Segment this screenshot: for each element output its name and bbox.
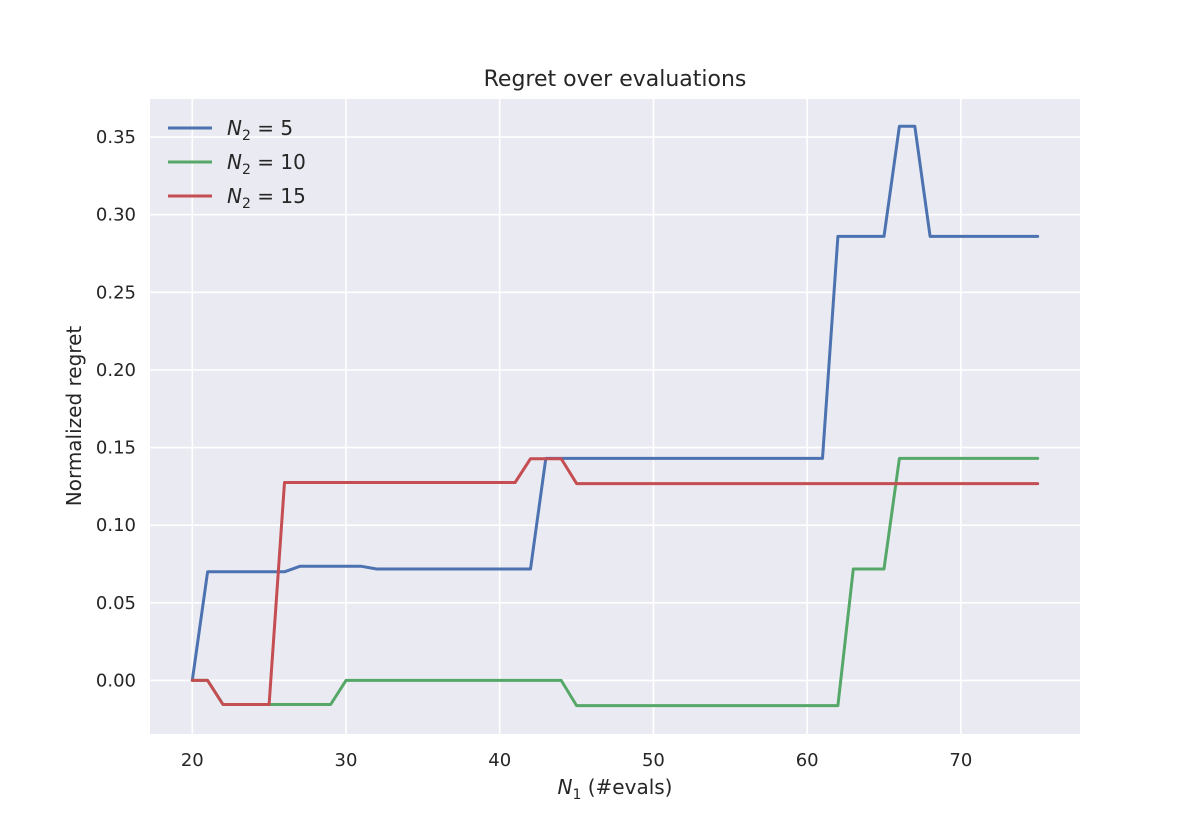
y-tick-label: 0.15 [96, 438, 136, 459]
x-axis-label: N1 (#evals) [558, 775, 673, 803]
series-line-2 [190, 457, 1040, 706]
y-tick-label: 0.35 [96, 127, 136, 148]
legend-label-0: N2 = 5 [227, 116, 293, 144]
y-tick-label: 0.30 [96, 205, 136, 226]
x-tick-label: 20 [181, 750, 204, 771]
y-tick-label: 0.05 [96, 593, 136, 614]
x-tick-label: 50 [642, 750, 665, 771]
legend-label-2-rest: = 15 [251, 184, 306, 208]
legend-label-1-sub: 2 [242, 162, 251, 178]
tick-labels: 20 30 40 50 60 70 0.00 0.05 0.10 0.15 0.20 0.25 0.30… [96, 127, 972, 771]
y-tick-label: 0.20 [96, 360, 136, 381]
y-tick-label: 0.00 [96, 670, 136, 691]
x-axis-label-var: N [558, 775, 573, 799]
legend-label-2-sub: 2 [242, 196, 251, 212]
x-axis-label-suffix: (#evals) [581, 775, 672, 799]
x-tick-label: 70 [949, 750, 972, 771]
legend-label-2: N2 = 15 [227, 184, 306, 212]
x-tick-label: 30 [335, 750, 358, 771]
chart-title: Regret over evaluations [484, 67, 747, 92]
legend: N2 = 5 N2 = 10 N2 = 15 [168, 116, 306, 212]
legend-label-2-var: N [227, 184, 242, 208]
legend-label-1-var: N [227, 150, 242, 174]
legend-label-0-var: N [227, 116, 242, 140]
legend-label-0-sub: 2 [242, 128, 251, 144]
y-axis-label: Normalized regret [62, 326, 86, 507]
y-tick-label: 0.10 [96, 515, 136, 536]
x-tick-label: 60 [796, 750, 819, 771]
series-layer [190, 124, 1040, 708]
x-tick-label: 40 [488, 750, 511, 771]
legend-label-1-rest: = 10 [251, 150, 306, 174]
grid-lines [150, 99, 1080, 734]
x-axis-label-sub: 1 [572, 787, 581, 803]
y-tick-label: 0.25 [96, 282, 136, 303]
legend-label-1: N2 = 10 [227, 150, 306, 178]
legend-label-0-rest: = 5 [251, 116, 293, 140]
